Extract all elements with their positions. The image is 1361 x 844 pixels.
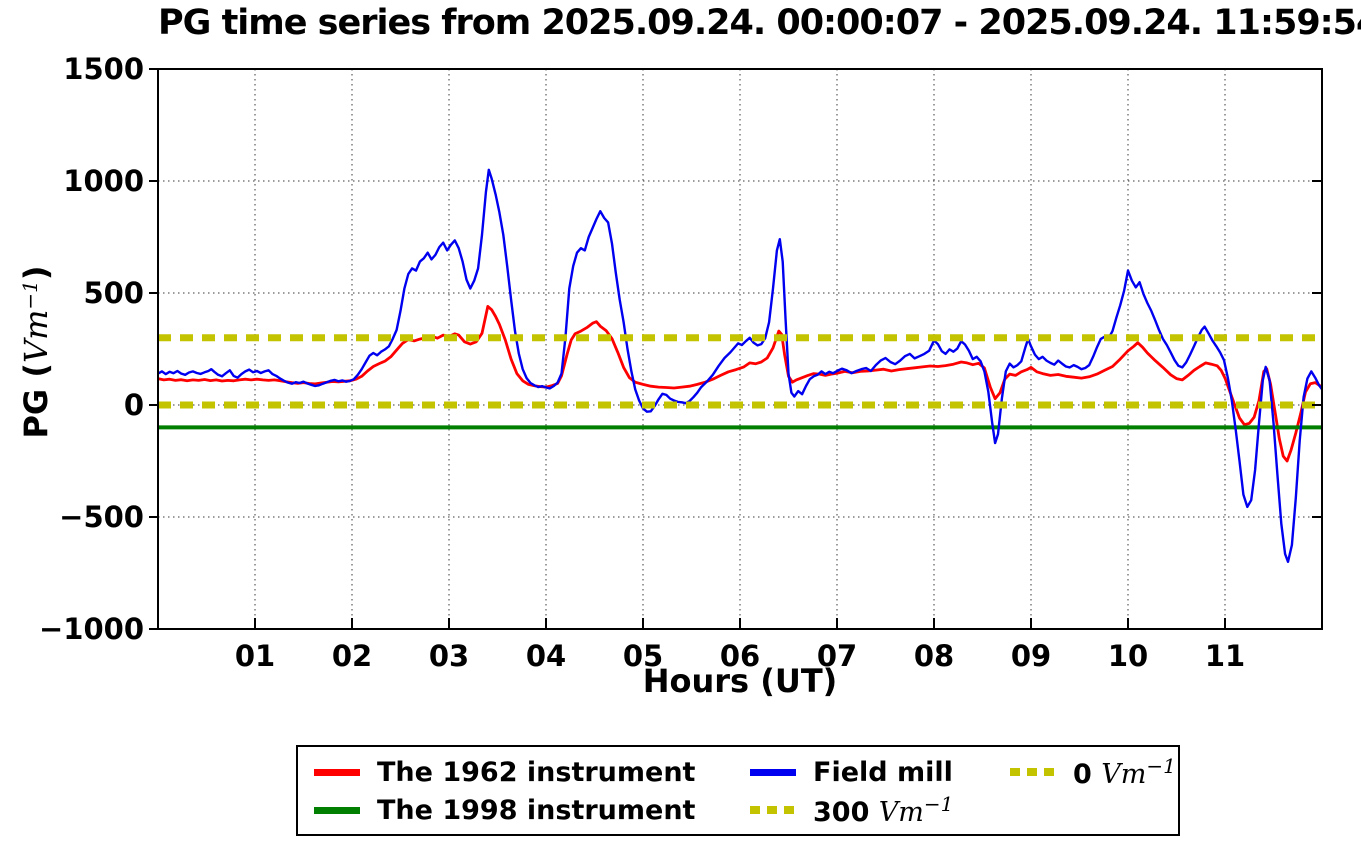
legend-item-0-threshold: 0 Vm−1 <box>1010 754 1176 790</box>
legend-swatch-yellow-dashed-line <box>750 806 796 814</box>
tick-layer <box>149 68 1322 630</box>
legend-label: The 1962 instrument <box>377 756 696 788</box>
x-tick-label: 04 <box>526 639 566 673</box>
x-tick-label: 06 <box>720 639 760 673</box>
x-tick-label: 03 <box>429 639 469 673</box>
x-axis-label: Hours (UT) <box>642 662 838 700</box>
chart-title: PG time series from 2025.09.24. 00:00:07… <box>158 3 1361 43</box>
legend-label: The 1998 instrument <box>377 794 696 826</box>
legend-item-field-mill: Field mill <box>750 755 953 789</box>
legend-label: 300 Vm−1 <box>813 792 954 828</box>
y-tick-label: −500 <box>59 500 144 534</box>
y-tick-label: 0 <box>124 388 144 422</box>
axes-frame <box>157 68 1323 630</box>
y-tick-label: 1000 <box>63 164 144 198</box>
y-axis-label: PG (Vm−1) <box>17 265 55 438</box>
series-layer <box>157 168 1323 563</box>
y-axis-label-suffix: ) <box>17 265 55 281</box>
y-axis-label-sup: −1 <box>18 280 42 310</box>
legend-label: Field mill <box>813 756 953 788</box>
legend-item-300-threshold: 300 Vm−1 <box>750 792 954 828</box>
x-tick-label: 09 <box>1011 639 1051 673</box>
x-tick-label: 08 <box>914 639 954 673</box>
y-tick-label: 500 <box>83 276 144 310</box>
legend-label: 0 Vm−1 <box>1073 754 1176 790</box>
legend-swatch-blue-line <box>750 768 796 776</box>
x-tick-label: 07 <box>817 639 857 673</box>
tick-label-layer: 01 02 03 04 05 06 07 08 09 10 11 1500 1000 500 0 −500 −1… <box>39 52 1245 673</box>
legend-swatch-yellow-dashed-line <box>1010 768 1056 776</box>
plot-canvas: 01 02 03 04 05 06 07 08 09 10 11 1500 1000 500 0 −500 −1… <box>39 52 1323 673</box>
legend-item-1998-instrument: The 1998 instrument <box>314 793 695 827</box>
x-tick-label: 01 <box>235 639 275 673</box>
plot-border <box>157 68 1323 630</box>
legend-swatch-red-line <box>314 768 360 776</box>
series-line-field-mill <box>157 168 1323 563</box>
y-axis-label-prefix: PG ( <box>17 363 55 439</box>
y-axis-label-math: Vm <box>17 309 55 364</box>
legend-swatch-green-line <box>314 806 360 814</box>
y-tick-label: −1000 <box>39 612 144 646</box>
grid-layer <box>158 69 1322 629</box>
y-tick-label: 1500 <box>63 52 144 86</box>
legend-box: The 1962 instrument The 1998 instrument … <box>296 745 1180 836</box>
x-tick-label: 10 <box>1108 639 1148 673</box>
x-tick-label: 02 <box>332 639 372 673</box>
x-tick-label: 11 <box>1205 639 1245 673</box>
legend-item-1962-instrument: The 1962 instrument <box>314 755 695 789</box>
x-tick-label: 05 <box>623 639 663 673</box>
